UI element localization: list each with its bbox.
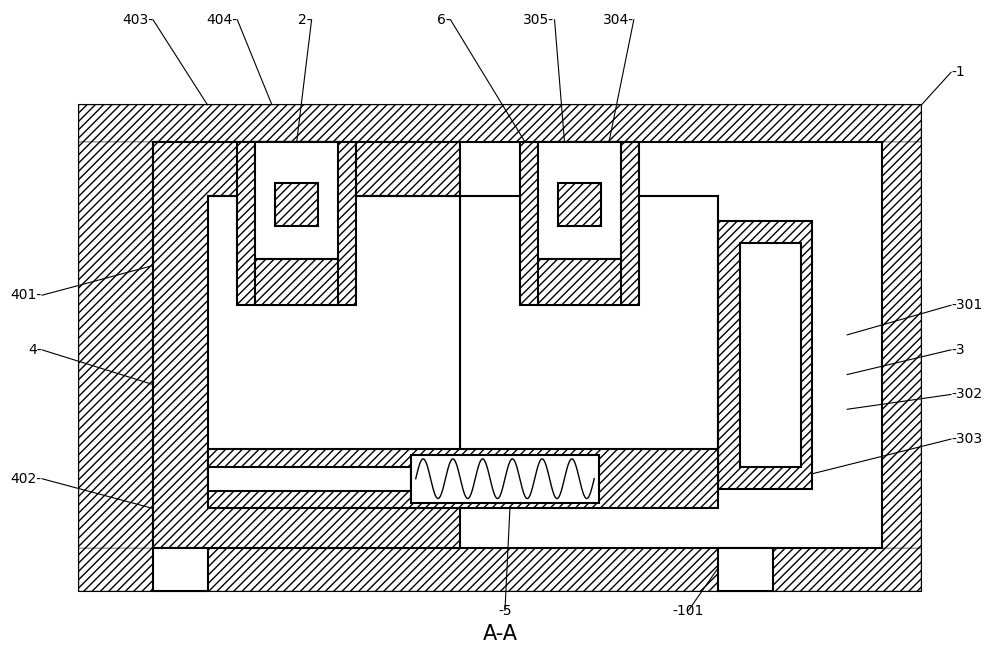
Text: 304-: 304-	[603, 12, 634, 27]
Bar	[79, 548, 921, 591]
Bar	[520, 141, 639, 305]
Bar	[208, 449, 718, 508]
Bar	[237, 141, 356, 305]
Bar	[79, 141, 153, 548]
Bar	[882, 141, 921, 548]
Bar	[740, 243, 801, 467]
Text: 402-: 402-	[11, 472, 42, 486]
Text: 2-: 2-	[298, 12, 312, 27]
Text: 401-: 401-	[11, 288, 42, 302]
Bar	[255, 141, 338, 259]
Bar	[208, 196, 460, 494]
Bar	[718, 221, 812, 489]
Bar	[208, 467, 411, 491]
Text: A-A: A-A	[483, 624, 518, 645]
Bar	[255, 259, 338, 305]
Bar	[538, 259, 621, 305]
Text: 4-: 4-	[28, 343, 42, 357]
Text: 6-: 6-	[437, 12, 450, 27]
Text: -1: -1	[951, 66, 965, 79]
Bar	[558, 183, 601, 226]
Text: -301: -301	[951, 298, 982, 312]
Text: -302: -302	[951, 387, 982, 402]
Text: 305-: 305-	[523, 12, 555, 27]
Bar	[153, 548, 208, 591]
Bar	[79, 105, 921, 591]
Bar	[411, 455, 599, 502]
Text: -303: -303	[951, 432, 982, 446]
Bar	[79, 105, 921, 141]
Bar	[275, 183, 318, 226]
Bar	[718, 548, 773, 591]
Text: -5: -5	[498, 603, 512, 618]
Text: -3: -3	[951, 343, 965, 357]
Text: 403-: 403-	[122, 12, 153, 27]
Text: 404-: 404-	[206, 12, 237, 27]
Text: -101: -101	[673, 603, 704, 618]
Bar	[538, 141, 621, 259]
Bar	[153, 141, 460, 548]
